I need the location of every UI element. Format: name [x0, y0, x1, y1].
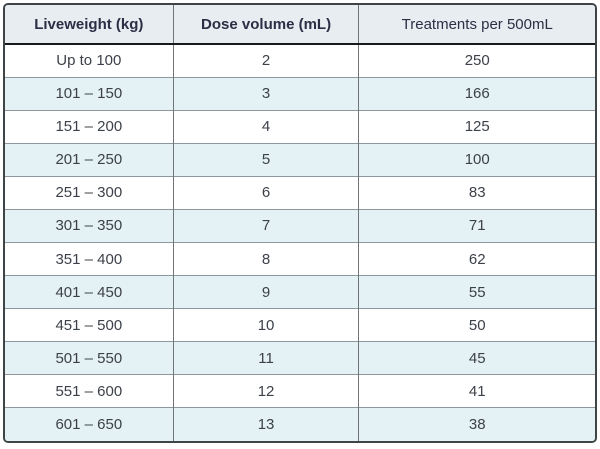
table-cell: 62: [358, 241, 595, 276]
table-cell: 8: [172, 241, 359, 276]
table-row: 601 – 650 13 38: [5, 407, 595, 441]
table-cell: 551 – 600: [5, 374, 174, 408]
table-cell: 250: [358, 44, 595, 78]
table-cell: 50: [358, 308, 595, 342]
table-cell: 251 – 300: [5, 175, 174, 210]
table-row: Up to 100 2 250: [5, 44, 595, 78]
table-cell: 601 – 650: [5, 407, 174, 441]
table-cell: 151 – 200: [5, 109, 174, 144]
table-row: 251 – 300 6 83: [5, 175, 595, 210]
table-cell: 4: [172, 109, 359, 144]
table-cell: 501 – 550: [5, 341, 174, 375]
table-cell: 71: [358, 208, 595, 243]
table-cell: 2: [172, 44, 359, 78]
table-cell: 55: [358, 275, 595, 309]
table-row: 101 – 150 3 166: [5, 76, 595, 111]
table-body: Up to 100 2 250 101 – 150 3 166 151 – 200 4 125 2…: [5, 44, 595, 441]
table-cell: 201 – 250: [5, 142, 174, 177]
table-row: 451 – 500 10 50: [5, 308, 595, 342]
table-cell: 5: [172, 142, 359, 177]
table-cell: 166: [358, 76, 595, 111]
column-header-treatments: Treatments per 500mL: [358, 5, 595, 45]
table-cell: 301 – 350: [5, 208, 174, 243]
table-cell: 45: [358, 341, 595, 375]
column-header-dose-volume: Dose volume (mL): [172, 5, 359, 45]
table-cell: 351 – 400: [5, 241, 174, 276]
table-cell: 9: [172, 275, 359, 309]
table-row: 301 – 350 7 71: [5, 208, 595, 243]
table-cell: 10: [172, 308, 359, 342]
table-cell: 6: [172, 175, 359, 210]
table-cell: 13: [172, 407, 359, 441]
table-cell: 401 – 450: [5, 275, 174, 309]
table-cell: 38: [358, 407, 595, 441]
dosage-table-container: Liveweight (kg) Dose volume (mL) Treatme…: [3, 3, 597, 443]
table-row: 351 – 400 8 62: [5, 241, 595, 276]
table-row: 201 – 250 5 100: [5, 142, 595, 177]
table-row: 151 – 200 4 125: [5, 109, 595, 144]
table-row: 551 – 600 12 41: [5, 374, 595, 408]
table-row: 501 – 550 11 45: [5, 341, 595, 375]
header-row: Liveweight (kg) Dose volume (mL) Treatme…: [5, 5, 595, 45]
table-cell: 125: [358, 109, 595, 144]
table-cell: 41: [358, 374, 595, 408]
table-cell: Up to 100: [56, 52, 122, 70]
column-header-liveweight: Liveweight (kg): [5, 5, 174, 45]
table-cell: 101 – 150: [5, 76, 174, 111]
table-cell: 7: [172, 208, 359, 243]
dosage-table: Liveweight (kg) Dose volume (mL) Treatme…: [5, 5, 595, 441]
table-cell: 451 – 500: [5, 308, 174, 342]
table-cell: 3: [172, 76, 359, 111]
table-header: Liveweight (kg) Dose volume (mL) Treatme…: [5, 5, 595, 45]
table-cell: 100: [358, 142, 595, 177]
table-row: 401 – 450 9 55: [5, 275, 595, 309]
table-cell: 11: [172, 341, 359, 375]
table-cell: 83: [358, 175, 595, 210]
table-cell: 12: [172, 374, 359, 408]
